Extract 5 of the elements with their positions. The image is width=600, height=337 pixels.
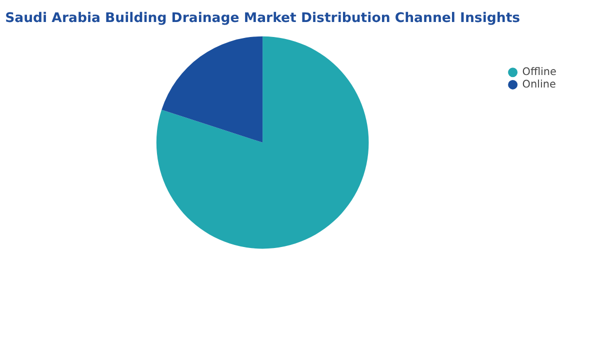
- pie-slice: [156, 36, 369, 249]
- legend-label: Online: [522, 78, 556, 91]
- legend-label: Offline: [522, 66, 556, 78]
- chart-title: Saudi Arabia Building Drainage Market Distribution Channel Insights: [5, 11, 520, 26]
- pie-slice: [162, 36, 263, 143]
